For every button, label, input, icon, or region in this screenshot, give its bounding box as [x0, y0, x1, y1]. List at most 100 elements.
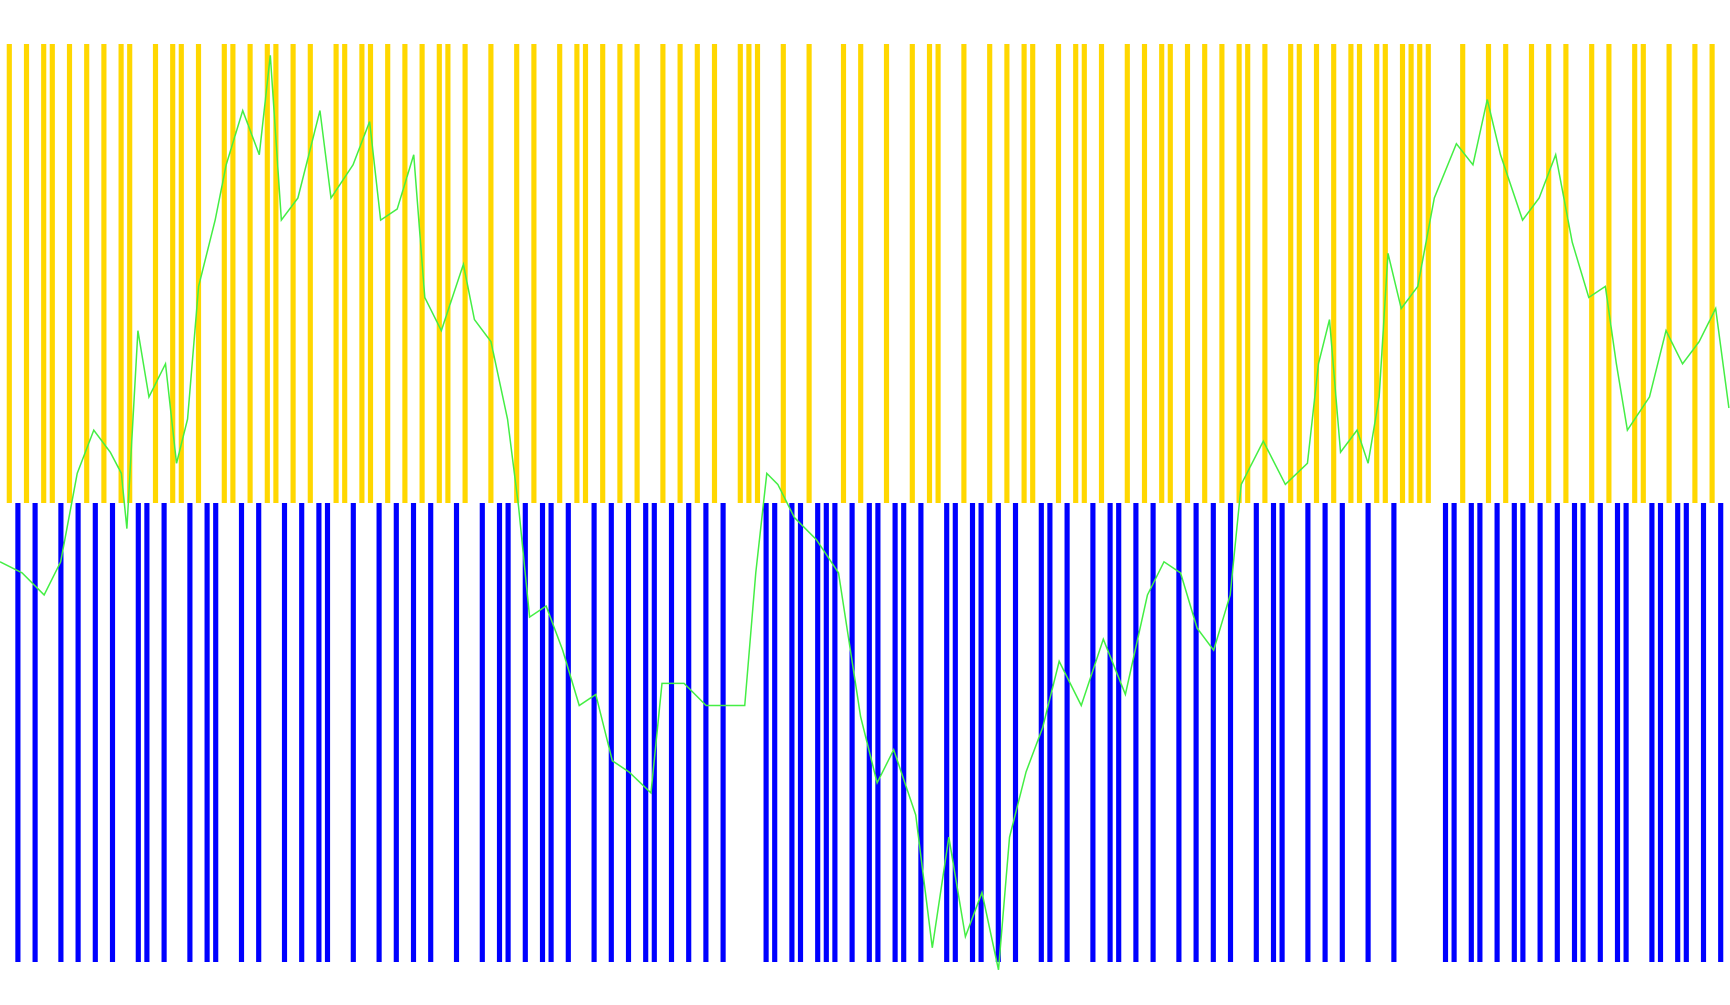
down-bar [479, 503, 485, 962]
up-bar [367, 44, 374, 503]
down-bar [75, 503, 81, 962]
up-bar [84, 44, 90, 503]
up-bar [840, 44, 847, 503]
down-bar [144, 503, 150, 962]
up-bar [660, 44, 666, 503]
down-bar [1597, 503, 1603, 962]
up-bar [634, 44, 640, 503]
up-bar [582, 44, 589, 503]
down-bar [643, 503, 649, 962]
up-bar [1167, 44, 1173, 503]
down-bar [1477, 503, 1483, 962]
up-bar [1589, 44, 1595, 503]
down-bar [522, 503, 528, 962]
down-bar [1571, 503, 1578, 962]
down-bar [393, 503, 399, 962]
up-bar [488, 44, 494, 503]
down-bar [1675, 503, 1681, 962]
price-line [0, 55, 1730, 970]
down-bar [1322, 503, 1328, 962]
down-bar [1270, 503, 1277, 962]
down-bar [15, 503, 21, 962]
up-bar [445, 44, 451, 503]
down-bar [703, 503, 709, 962]
down-bar [505, 503, 511, 962]
up-bar [221, 44, 227, 503]
up-bar [333, 44, 339, 503]
down-bar [256, 503, 262, 962]
down-bar [1494, 503, 1500, 962]
down-bar [763, 503, 769, 962]
up-bar [307, 44, 313, 503]
down-bar [918, 503, 924, 962]
up-bar [1055, 44, 1062, 503]
up-bar [737, 44, 743, 503]
up-bar [1081, 44, 1087, 503]
down-bar [686, 503, 692, 962]
down-bar [548, 503, 554, 962]
up-bar [754, 44, 761, 503]
down-bar [187, 503, 193, 962]
up-bar [1666, 44, 1672, 503]
down-bar [1511, 503, 1517, 962]
up-bar [1382, 44, 1388, 503]
down-bar [1339, 503, 1345, 962]
up-bar [1184, 44, 1191, 503]
down-bar [316, 503, 322, 962]
up-bar [1141, 44, 1148, 503]
up-bar [1460, 44, 1466, 503]
up-bar [247, 44, 253, 503]
up-bar [617, 44, 623, 503]
down-bar [410, 503, 417, 962]
up-bar [23, 44, 30, 503]
down-bar [797, 503, 804, 962]
down-bar [1116, 503, 1122, 962]
up-bar [531, 44, 537, 503]
up-bar [1374, 44, 1380, 503]
up-bar [6, 44, 12, 503]
down-bar [92, 503, 98, 962]
down-bar [161, 503, 167, 962]
down-bar [1279, 503, 1285, 962]
down-bar [1683, 503, 1689, 962]
up-bar [419, 44, 425, 503]
down-bar [875, 503, 881, 962]
down-bar [952, 503, 958, 962]
down-bar [58, 503, 64, 962]
down-bar [1580, 503, 1586, 962]
up-bar [1606, 44, 1612, 503]
down-bar [1365, 503, 1371, 962]
up-bar [1331, 44, 1337, 503]
down-bar [1700, 503, 1707, 962]
up-bar [1528, 44, 1535, 503]
up-bar [1503, 44, 1509, 503]
up-bar [1236, 44, 1242, 503]
up-bar [1408, 44, 1414, 503]
up-bar [1288, 44, 1294, 503]
up-bar [926, 44, 933, 503]
up-bar [41, 44, 47, 503]
up-bar [574, 44, 580, 503]
down-bar [866, 503, 872, 962]
up-bar [195, 44, 202, 503]
down-bar [1193, 503, 1199, 962]
down-bar [1107, 503, 1113, 962]
down-bar [1537, 503, 1543, 962]
down-bar [350, 503, 356, 962]
up-bar [1021, 44, 1027, 503]
up-bar [858, 44, 864, 503]
up-bar [436, 44, 442, 503]
up-bar [1313, 44, 1320, 503]
up-bar [1356, 44, 1363, 503]
up-bar [1425, 44, 1431, 503]
up-bar [1124, 44, 1130, 503]
down-bar [668, 503, 675, 962]
down-bar [1451, 503, 1457, 962]
down-bar [625, 503, 632, 962]
down-bar [539, 503, 546, 962]
up-bar [1030, 44, 1036, 503]
up-bar [1348, 44, 1354, 503]
up-bar [780, 44, 786, 503]
up-bar [118, 44, 124, 503]
